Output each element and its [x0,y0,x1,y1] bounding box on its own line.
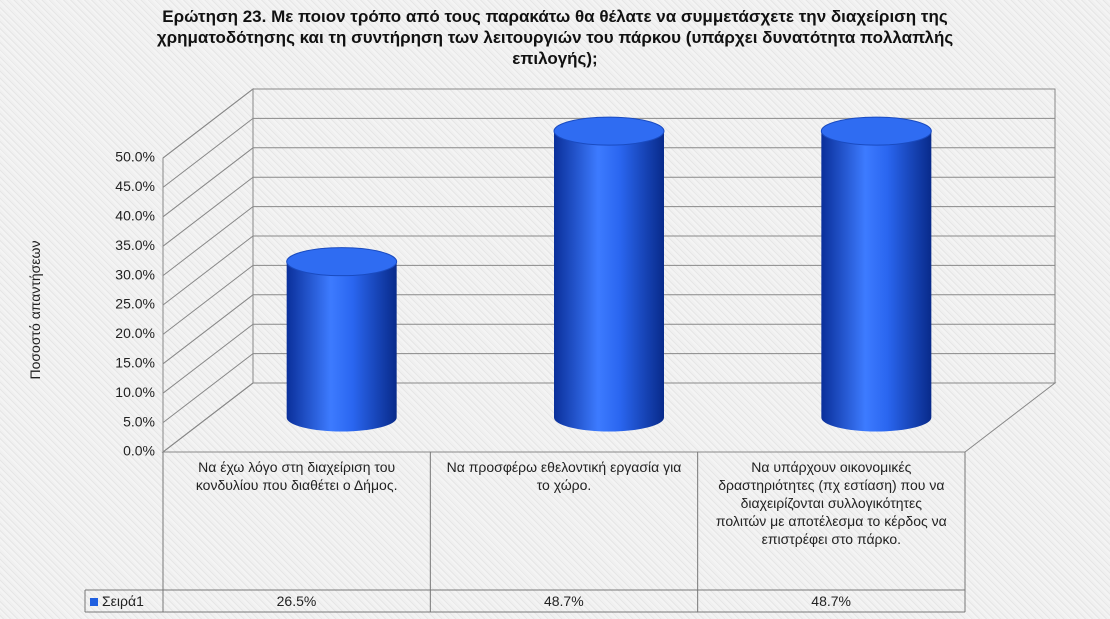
grid-line [162,117,1055,188]
legend-label: Σειρά1 [102,593,144,609]
y-tick-label: 45.0% [115,178,155,194]
y-tick-label: 30.0% [115,266,155,282]
grid-line [162,235,1055,306]
chart-title: Ερώτηση 23. Με ποιον τρόπο από τους παρα… [156,7,954,68]
legend-entry: Σειρά1 [90,593,144,609]
y-tick-label: 20.0% [115,325,155,341]
category-label: Να υπάρχουν οικονομικές δραστηριότητες (… [715,459,947,547]
category-label: Να έχω λόγο στη διαχείριση του κονδυλίου… [195,459,398,493]
cylinder [554,131,664,432]
y-tick-label: 15.0% [115,355,155,371]
grid-line [162,323,1055,394]
value-label: 26.5% [276,593,317,609]
grid-line [162,147,1055,218]
y-axis-label: Ποσοστό απαντήσεων [27,240,43,380]
y-tick-label: 50.0% [115,149,155,165]
y-tick-label: 35.0% [115,237,155,253]
cylinder [821,131,932,432]
grid-line [162,176,1055,247]
legend-swatch [90,598,98,606]
value-label: 48.7% [543,593,584,609]
cylinder [286,261,397,432]
y-tick-label: 25.0% [115,296,155,312]
category-label: Να προσφέρω εθελοντική εργασία για το χώ… [446,459,682,493]
grid-line [162,353,1055,423]
cylinder-top [820,116,932,146]
cylinder-top [286,247,398,277]
y-tick-label: 40.0% [115,208,155,224]
grid-line [162,206,1055,276]
y-tick-label: 5.0% [123,413,155,429]
value-label: 48.7% [811,593,851,609]
grid-line [162,382,1055,453]
y-tick-label: 10.0% [115,384,155,400]
grid-line [162,264,1055,335]
cylinder-top [553,116,665,146]
y-tick-label: 0.0% [123,443,155,459]
table-grid [84,452,966,613]
grid-line [162,294,1055,365]
grid-line [162,88,1055,159]
